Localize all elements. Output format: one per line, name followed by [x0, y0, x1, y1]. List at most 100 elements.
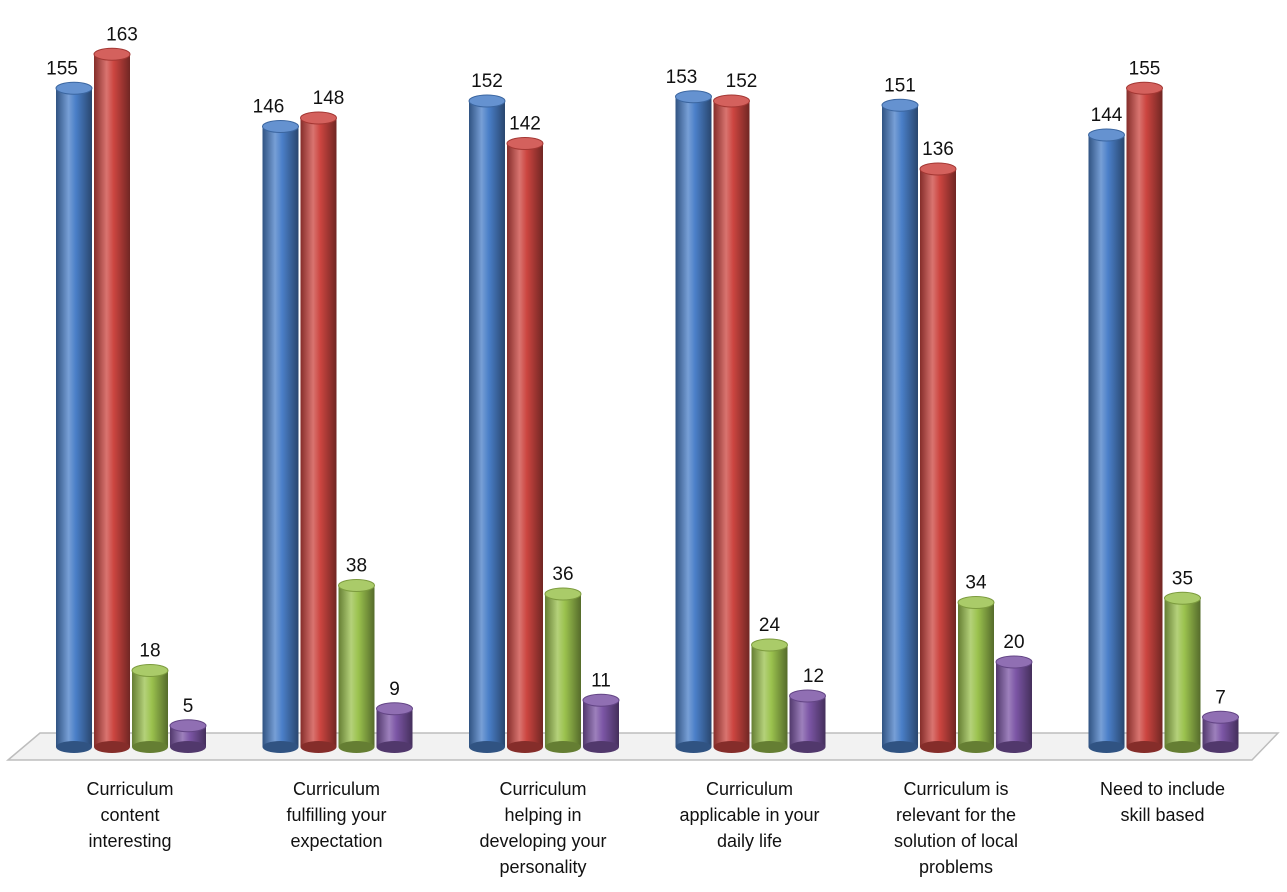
bar-top: [300, 111, 337, 125]
bar-base: [675, 741, 712, 753]
bar-top: [995, 655, 1033, 669]
category-label: Curriculum content interesting: [86, 779, 174, 851]
bar-top: [468, 94, 506, 108]
bar-body: [262, 126, 299, 747]
bar-body: [1164, 598, 1201, 747]
bar-body: [469, 101, 505, 747]
bar-3-3: [789, 689, 826, 753]
bar-top: [131, 664, 169, 677]
bar-body: [751, 645, 788, 747]
bar-1-2: [338, 579, 375, 753]
bar-base: [1088, 741, 1125, 753]
category-label: Need to include skill based: [1099, 779, 1226, 825]
bar-0-1: [93, 47, 131, 753]
value-label: 24: [759, 615, 781, 636]
value-label: 146: [253, 97, 285, 118]
bar-body: [920, 169, 956, 747]
bar-body: [545, 594, 581, 747]
bar-body: [132, 670, 168, 747]
value-label: 144: [1091, 105, 1123, 126]
bar-top: [919, 162, 957, 176]
bar-body: [713, 101, 750, 747]
bar-body: [94, 54, 130, 747]
value-label: 142: [509, 114, 541, 135]
bar-body: [882, 105, 918, 747]
bar-2-2: [544, 587, 582, 753]
bar-body: [1088, 135, 1125, 747]
bar-top: [338, 579, 375, 592]
bar-body: [300, 118, 337, 747]
bar-body: [958, 602, 994, 747]
bar-1-1: [300, 111, 337, 753]
bar-4-2: [957, 596, 995, 753]
value-label: 7: [1215, 687, 1226, 708]
bar-4-0: [881, 98, 919, 753]
bar-base: [300, 741, 337, 753]
bar-base: [583, 741, 619, 753]
bar-top: [1164, 591, 1201, 605]
value-labels-group: 155 163 18 5 146 148 38 9 152 142 36 11 153 152 24 12 15…: [46, 24, 1226, 717]
bar-1-0: [262, 120, 299, 753]
value-label: 18: [139, 641, 160, 662]
bar-body: [996, 662, 1032, 747]
bar-0-2: [131, 664, 169, 753]
bar-base: [338, 741, 375, 753]
bar-body: [789, 696, 826, 747]
bar-base: [1164, 741, 1201, 753]
value-label: 155: [1129, 58, 1161, 79]
bar-top: [1126, 81, 1163, 95]
bar-base: [507, 741, 543, 753]
bar-top: [751, 638, 788, 652]
value-label: 38: [346, 556, 367, 577]
bar-5-1: [1126, 81, 1163, 753]
bar-5-3: [1202, 710, 1239, 753]
bar-5-2: [1164, 591, 1201, 753]
bar-top: [789, 689, 826, 703]
value-label: 20: [1003, 632, 1024, 653]
value-label: 152: [726, 71, 758, 92]
bar-4-1: [919, 162, 957, 753]
category-label: Curriculum helping in developing your pe…: [479, 779, 607, 877]
bar-body: [675, 96, 712, 747]
bar-top: [957, 596, 995, 609]
bar-0-3: [169, 719, 207, 753]
value-label: 152: [471, 71, 503, 92]
bar-body: [583, 700, 619, 747]
bar-base: [1126, 741, 1163, 753]
bar-top: [544, 587, 582, 601]
bar-top: [55, 81, 93, 95]
bar-body: [507, 143, 543, 747]
bar-top: [262, 120, 299, 133]
bar-2-1: [506, 137, 544, 753]
category-label: Curriculum is relevant for the solution …: [893, 779, 1019, 877]
value-label: 36: [552, 564, 573, 585]
bar-top: [93, 47, 131, 61]
value-label: 136: [922, 139, 954, 160]
bar-body: [338, 585, 375, 747]
bar-3-2: [751, 638, 788, 753]
value-label: 11: [591, 670, 611, 691]
bar-top: [1088, 128, 1125, 142]
bar-base: [94, 741, 130, 753]
bar-top: [675, 90, 712, 104]
bar-base: [170, 741, 206, 753]
bar-3-1: [713, 94, 750, 753]
value-label: 153: [666, 67, 698, 88]
bar-2-0: [468, 94, 506, 753]
bar-base: [376, 741, 413, 753]
bar-top: [1202, 710, 1239, 724]
bar-body: [1126, 88, 1163, 747]
bar-base: [920, 741, 956, 753]
value-label: 9: [389, 679, 400, 700]
value-label: 155: [46, 58, 78, 79]
bar-base: [262, 741, 299, 753]
bar-base: [958, 741, 994, 753]
bar-base: [1202, 741, 1239, 753]
bar-base: [713, 741, 750, 753]
bars-group: [55, 47, 1239, 753]
bar-top: [506, 137, 544, 150]
bar-body: [56, 88, 92, 747]
bar-0-0: [55, 81, 93, 753]
bar-top: [169, 719, 207, 733]
